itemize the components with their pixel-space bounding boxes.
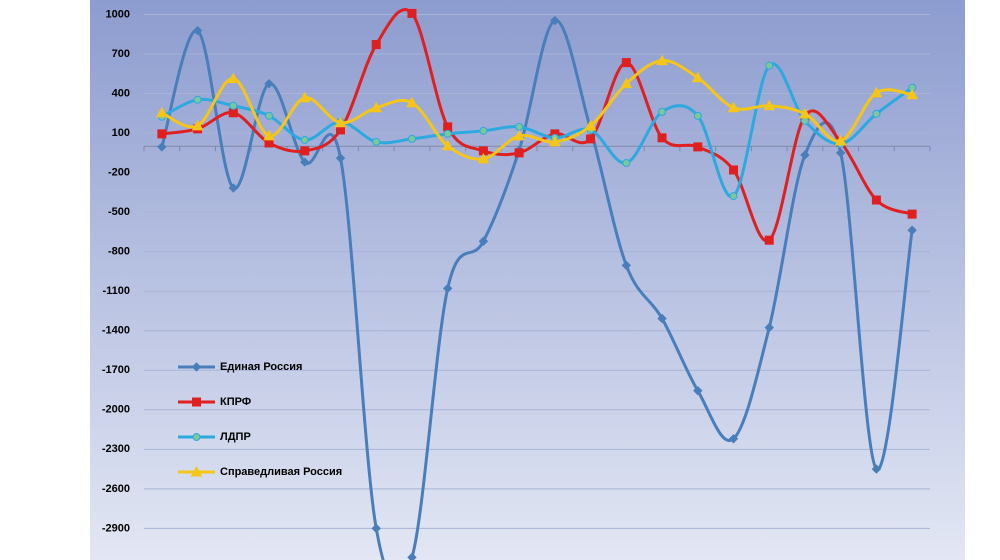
marker	[872, 109, 881, 118]
marker	[156, 106, 168, 118]
legend-marker	[192, 397, 201, 407]
y-tick-label: -2900	[102, 522, 130, 534]
series	[156, 54, 918, 164]
marker	[478, 236, 489, 246]
marker	[870, 86, 883, 98]
marker	[728, 434, 739, 444]
marker	[550, 15, 560, 26]
y-tick-label: 400	[112, 87, 130, 99]
marker	[477, 152, 490, 164]
marker	[371, 523, 381, 534]
marker	[907, 225, 917, 235]
legend-marker	[190, 465, 203, 477]
marker	[693, 385, 703, 396]
marker	[729, 165, 738, 175]
marker	[765, 61, 774, 70]
marker	[514, 148, 524, 158]
series-line	[161, 59, 913, 161]
marker	[691, 71, 704, 83]
marker	[300, 135, 309, 144]
marker	[764, 235, 774, 245]
marker	[300, 146, 310, 156]
legend-label: ЛДПР	[220, 431, 251, 443]
marker	[764, 322, 774, 333]
y-tick-label: -800	[108, 246, 130, 258]
marker	[799, 107, 811, 119]
marker	[372, 137, 381, 146]
marker	[228, 108, 238, 118]
marker	[263, 129, 275, 141]
marker	[370, 101, 383, 113]
marker	[300, 157, 310, 167]
marker	[800, 116, 809, 125]
marker	[621, 58, 631, 68]
y-tick-label: -2000	[102, 404, 130, 416]
y-tick-label: 1000	[106, 8, 130, 20]
marker	[441, 139, 454, 151]
marker	[229, 101, 238, 110]
marker	[513, 129, 525, 141]
marker	[763, 99, 776, 111]
legend-marker	[191, 362, 202, 372]
marker	[871, 195, 881, 205]
marker	[658, 107, 667, 116]
marker	[193, 95, 202, 104]
marker	[264, 78, 274, 89]
marker	[693, 111, 702, 120]
marker	[443, 122, 453, 132]
y-tick-label: -2300	[102, 443, 130, 455]
marker	[693, 142, 703, 152]
marker	[515, 122, 524, 131]
marker	[907, 209, 917, 219]
marker	[228, 183, 239, 193]
marker	[371, 40, 381, 50]
marker	[656, 54, 668, 66]
marker	[621, 260, 632, 271]
marker	[407, 8, 417, 18]
marker	[406, 96, 418, 108]
marker	[191, 119, 204, 131]
marker	[620, 77, 633, 89]
marker	[871, 464, 882, 474]
marker	[157, 142, 167, 152]
legend-label: Справедливая Россия	[220, 466, 342, 478]
marker	[657, 133, 667, 143]
marker	[335, 153, 346, 163]
marker	[192, 25, 203, 36]
marker	[657, 313, 667, 324]
marker	[298, 91, 311, 103]
y-tick-label: 700	[112, 48, 130, 60]
marker	[407, 134, 416, 143]
y-tick-label: -2600	[102, 483, 130, 495]
marker	[586, 134, 596, 144]
y-tick-label: -1700	[102, 364, 130, 376]
marker	[407, 552, 417, 560]
marker	[442, 283, 453, 294]
marker	[729, 192, 738, 201]
y-tick-label: -1400	[102, 325, 130, 337]
marker	[584, 119, 597, 131]
marker	[479, 126, 488, 135]
marker	[549, 135, 561, 147]
y-tick-label: -1100	[102, 285, 130, 297]
y-tick-label: -200	[108, 167, 130, 179]
marker	[622, 158, 631, 167]
marker	[227, 72, 240, 84]
marker	[906, 88, 918, 100]
marker	[443, 129, 452, 138]
marker	[265, 111, 274, 120]
marker	[727, 101, 740, 113]
marker	[800, 150, 810, 160]
marker	[834, 134, 847, 146]
marker	[157, 129, 167, 139]
legend-label: КПРФ	[220, 396, 251, 408]
legend-marker	[192, 433, 201, 441]
y-tick-label: -500	[108, 206, 130, 218]
marker	[334, 116, 347, 128]
legend-label: Единая Россия	[220, 361, 302, 373]
marker	[835, 148, 846, 158]
y-tick-label: 100	[112, 127, 130, 139]
